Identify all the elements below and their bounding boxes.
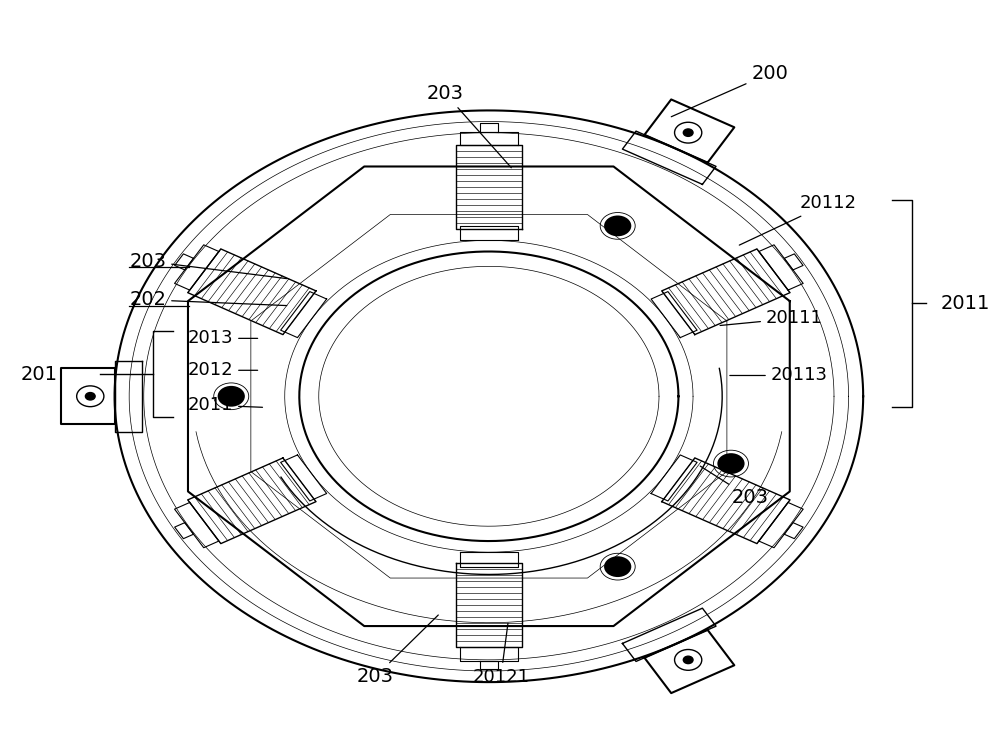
Circle shape — [717, 453, 745, 474]
Text: 20112: 20112 — [739, 194, 857, 245]
Text: 20111: 20111 — [720, 310, 823, 328]
Text: 20113: 20113 — [730, 367, 828, 384]
Text: 20121: 20121 — [472, 623, 529, 686]
Text: 2013: 2013 — [187, 329, 258, 347]
Circle shape — [218, 386, 245, 407]
Circle shape — [683, 656, 693, 663]
Text: 2011: 2011 — [941, 294, 990, 313]
Text: 202: 202 — [129, 290, 287, 309]
Text: 201: 201 — [20, 364, 57, 384]
Circle shape — [683, 129, 693, 136]
Text: 203: 203 — [129, 251, 287, 278]
Circle shape — [604, 557, 631, 577]
Text: 2012: 2012 — [187, 361, 258, 379]
Circle shape — [85, 393, 95, 400]
Text: 200: 200 — [671, 64, 788, 117]
Circle shape — [604, 215, 631, 236]
Text: 203: 203 — [357, 615, 438, 687]
Text: 2011: 2011 — [187, 396, 262, 414]
Text: 203: 203 — [427, 84, 511, 168]
Text: 203: 203 — [700, 466, 769, 507]
